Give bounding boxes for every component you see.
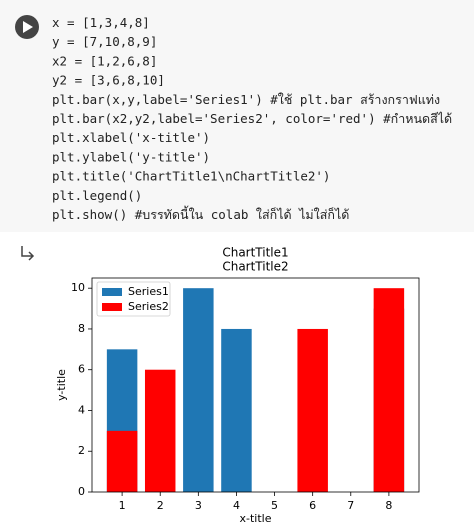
legend-swatch	[102, 288, 122, 296]
x-tick-label: 5	[271, 499, 278, 512]
code-line: plt.bar(x,y,label='Series1') #ใช้ plt.ba…	[52, 92, 440, 107]
code-line: plt.bar(x2,y2,label='Series2', color='re…	[52, 111, 452, 126]
x-axis-title: x-title	[240, 512, 272, 525]
x-tick-label: 6	[309, 499, 316, 512]
run-icon	[23, 21, 33, 33]
x-tick-label: 2	[157, 499, 164, 512]
code-line: x2 = [1,2,6,8]	[52, 53, 157, 68]
code-line: plt.show() #บรรทัดนี้ใน colab ใส่ก็ได้ ไ…	[52, 205, 349, 222]
y-tick-label: 8	[78, 322, 85, 335]
output-icon	[21, 246, 35, 261]
code-line: plt.ylabel('y-title')	[52, 149, 210, 164]
bar	[183, 288, 214, 492]
y-tick-label: 4	[78, 403, 85, 416]
chart-title: ChartTitle1	[222, 246, 288, 260]
legend-swatch	[102, 303, 122, 311]
x-tick-label: 1	[119, 499, 126, 512]
bar	[221, 328, 252, 492]
bar	[373, 288, 405, 492]
bar	[144, 369, 176, 492]
bar	[297, 328, 328, 492]
code-line: plt.legend()	[52, 188, 142, 203]
x-tick-label: 4	[233, 499, 240, 512]
chart-title: ChartTitle2	[222, 260, 288, 274]
y-tick-label: 10	[71, 281, 85, 294]
axes-frame	[91, 277, 420, 493]
legend-label: Series2	[128, 300, 169, 313]
y-axis-title: y-title	[55, 369, 68, 401]
code-line: y = [7,10,8,9]	[52, 34, 157, 49]
bar	[106, 430, 138, 492]
y-tick-label: 0	[78, 485, 85, 498]
x-tick-label: 8	[385, 499, 392, 512]
code-line: plt.xlabel('x-title')	[52, 130, 210, 145]
y-tick-label: 6	[78, 363, 85, 376]
legend-label: Series1	[128, 285, 169, 298]
code-line: plt.title('ChartTitle1\nChartTitle2')	[52, 169, 330, 184]
code-cell	[0, 0, 474, 232]
x-tick-label: 7	[347, 499, 354, 512]
y-tick-label: 2	[78, 444, 85, 457]
code-line: x = [1,3,4,8]	[52, 15, 150, 30]
code-line: y2 = [3,6,8,10]	[52, 73, 165, 88]
x-tick-label: 3	[195, 499, 202, 512]
